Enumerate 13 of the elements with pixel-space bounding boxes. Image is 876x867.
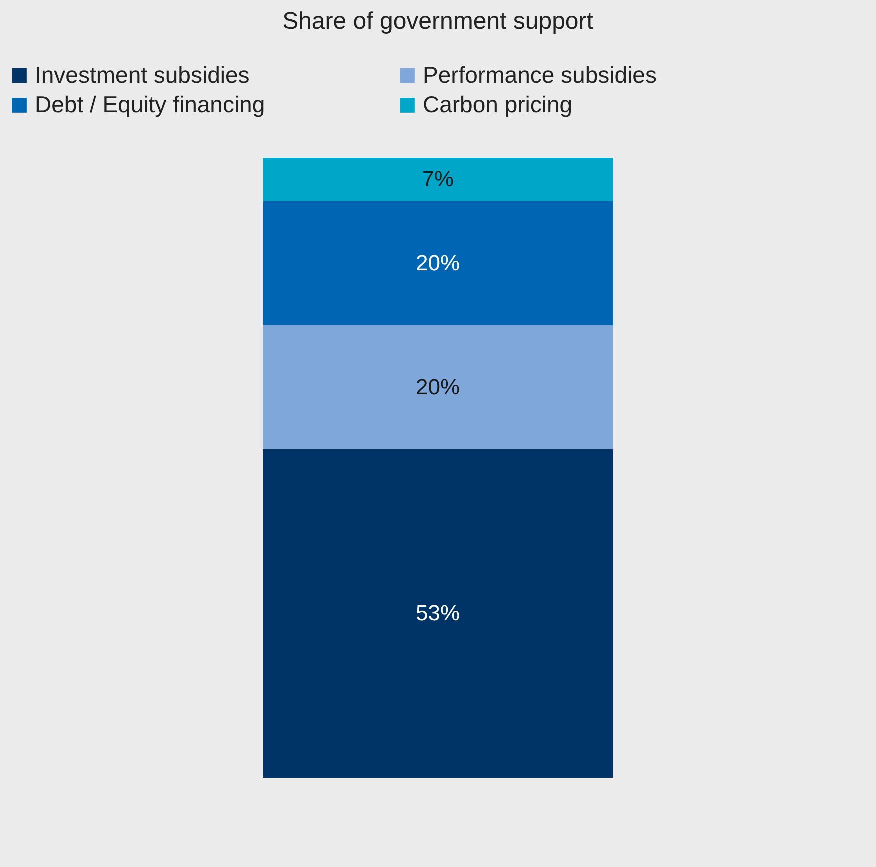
legend-label: Investment subsidies <box>35 62 250 88</box>
data-label: 7% <box>422 166 454 192</box>
data-label: 53% <box>416 600 460 626</box>
bar <box>263 158 613 202</box>
bar <box>263 201 613 326</box>
bar <box>263 449 613 778</box>
data-label: 20% <box>416 250 460 276</box>
legend-label: Debt / Equity financing <box>35 92 266 118</box>
bar <box>263 325 613 450</box>
chart-title: Share of government support <box>282 8 594 35</box>
legend-label: Carbon pricing <box>423 92 573 118</box>
data-label: 20% <box>416 374 460 400</box>
legend-label: Performance subsidies <box>423 62 657 88</box>
